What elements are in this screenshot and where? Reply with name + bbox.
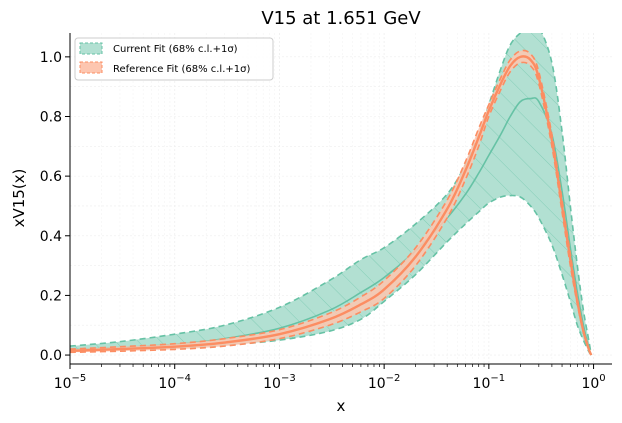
y-ticks: 0.0 0.2 0.4 0.6 0.8 1.0 <box>40 50 70 364</box>
x-tick-label: 10−1 <box>473 373 506 392</box>
y-tick-label: 0.8 <box>40 109 62 125</box>
lower-1sigma-line-current <box>70 194 592 356</box>
legend-item-reference: Reference Fit (68% c.l.+1σ) <box>79 61 250 75</box>
y-axis-label: xV15(x) <box>10 169 28 228</box>
central-line-reference <box>70 55 593 356</box>
central-line-current <box>70 97 592 356</box>
legend-frame <box>74 37 274 81</box>
legend-swatch-reference <box>79 61 103 74</box>
x-tick-label: 10−2 <box>368 373 401 392</box>
x-ticks: 10−5 10−4 10−3 10−2 10−1 100 <box>54 364 606 392</box>
x-axis-label: x <box>337 397 346 415</box>
x-tick-label: 10−5 <box>54 373 87 392</box>
legend-label-current: Current Fit (68% c.l.+1σ) <box>113 44 238 55</box>
legend-label-reference: Reference Fit (68% c.l.+1σ) <box>113 64 250 75</box>
plot-area <box>70 33 593 356</box>
y-tick-label: 0.6 <box>40 169 62 185</box>
x-tick-label: 10−4 <box>158 373 191 392</box>
axes <box>69 33 612 365</box>
legend: Current Fit (68% c.l.+1σ) Reference Fit … <box>74 37 274 81</box>
x-tick-label: 100 <box>581 373 605 392</box>
upper-1sigma-line-current <box>70 33 593 356</box>
x-tick-label: 10−3 <box>263 373 296 392</box>
y-tick-label: 0.0 <box>40 348 62 364</box>
y-tick-label: 0.4 <box>40 229 62 245</box>
y-tick-label: 0.2 <box>40 288 62 304</box>
chart-title: V15 at 1.651 GeV <box>261 8 421 29</box>
legend-item-current: Current Fit (68% c.l.+1σ) <box>79 42 238 55</box>
y-tick-label: 1.0 <box>40 50 62 66</box>
band-hatch-current <box>70 33 592 356</box>
legend-swatch-current <box>79 42 103 55</box>
